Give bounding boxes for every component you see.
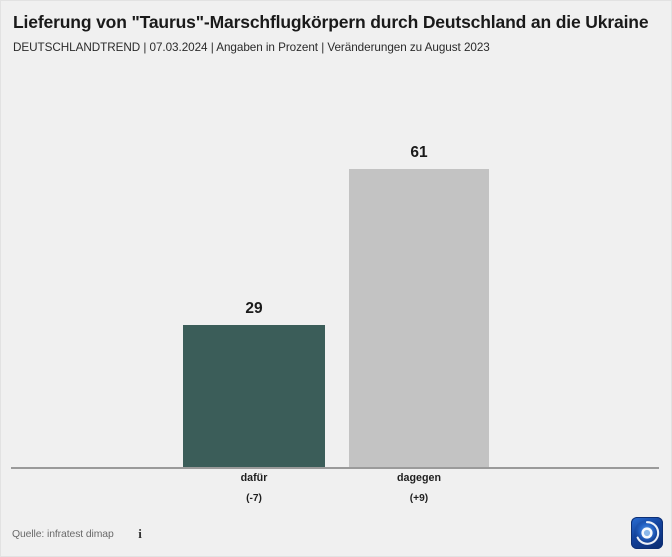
- plot-area: 29 61: [1, 101, 671, 473]
- bar-dagegen[interactable]: [349, 169, 489, 467]
- category-delta-dafuer: (-7): [246, 492, 262, 504]
- category-name-dafuer: dafür: [240, 472, 268, 484]
- source-label: Quelle: infratest dimap: [12, 529, 114, 540]
- chart-subtitle: DEUTSCHLANDTREND | 07.03.2024 | Angaben …: [13, 41, 490, 55]
- bar-value-dafuer: 29: [245, 300, 263, 317]
- x-axis-baseline: [11, 467, 659, 469]
- category-label-dagegen: dagegen (+9): [397, 472, 441, 504]
- page-title: Lieferung von "Taurus"-Marschflugkörpern…: [13, 12, 649, 32]
- category-delta-dagegen: (+9): [409, 492, 429, 504]
- bar-group-dagegen: 61: [349, 144, 489, 467]
- bar-value-dagegen: 61: [410, 144, 428, 161]
- bar-dafuer[interactable]: [183, 325, 325, 467]
- chart-footer: Quelle: infratest dimap i: [1, 512, 671, 556]
- bar-group-dafuer: 29: [183, 300, 325, 467]
- category-label-dafuer: dafür (-7): [240, 472, 268, 504]
- x-axis-labels: dafür (-7) dagegen (+9): [1, 472, 671, 513]
- info-icon[interactable]: i: [138, 526, 142, 541]
- ard-tagesschau-logo-icon: [631, 517, 663, 549]
- chart-header: Lieferung von "Taurus"-Marschflugkörpern…: [1, 1, 671, 55]
- category-name-dagegen: dagegen: [397, 472, 441, 484]
